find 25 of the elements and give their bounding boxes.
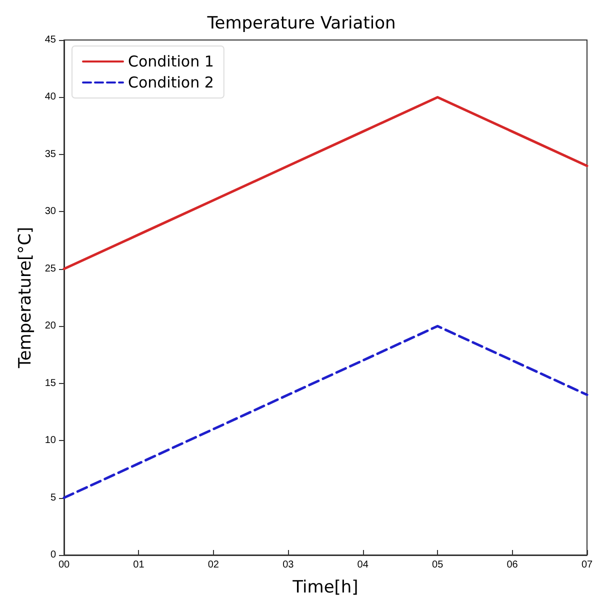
x-tick-label: 04 [357, 560, 369, 570]
legend-label: Condition 2 [128, 74, 214, 92]
y-tick-label: 15 [44, 378, 56, 389]
y-tick-label: 10 [44, 435, 56, 446]
line-series [62, 96, 588, 270]
y-tick-label: 30 [44, 206, 56, 218]
y-tick-label: 20 [44, 320, 56, 332]
y-tick-label: 0 [50, 550, 56, 560]
x-tick-label: 07 [581, 560, 593, 570]
y-tick-label: 25 [44, 263, 56, 274]
x-tick-label: 01 [133, 560, 145, 570]
y-tick-label: 5 [50, 492, 56, 504]
chart-title: Temperature Variation [206, 14, 396, 34]
legend-label: Condition 1 [128, 52, 214, 70]
y-tick-label: 40 [44, 92, 56, 103]
x-tick-label: 03 [282, 560, 294, 570]
x-tick-label: 06 [506, 560, 518, 570]
y-axis-title: Temperature[°C] [15, 226, 36, 370]
x-tick-label: 00 [58, 560, 70, 570]
x-tick-label: 02 [208, 560, 220, 570]
y-tick-label: 45 [44, 34, 56, 46]
line-series [62, 324, 588, 500]
x-axis-title: Time[h] [292, 578, 358, 598]
x-tick-label: 05 [432, 560, 444, 570]
y-tick-label: 35 [44, 148, 56, 160]
